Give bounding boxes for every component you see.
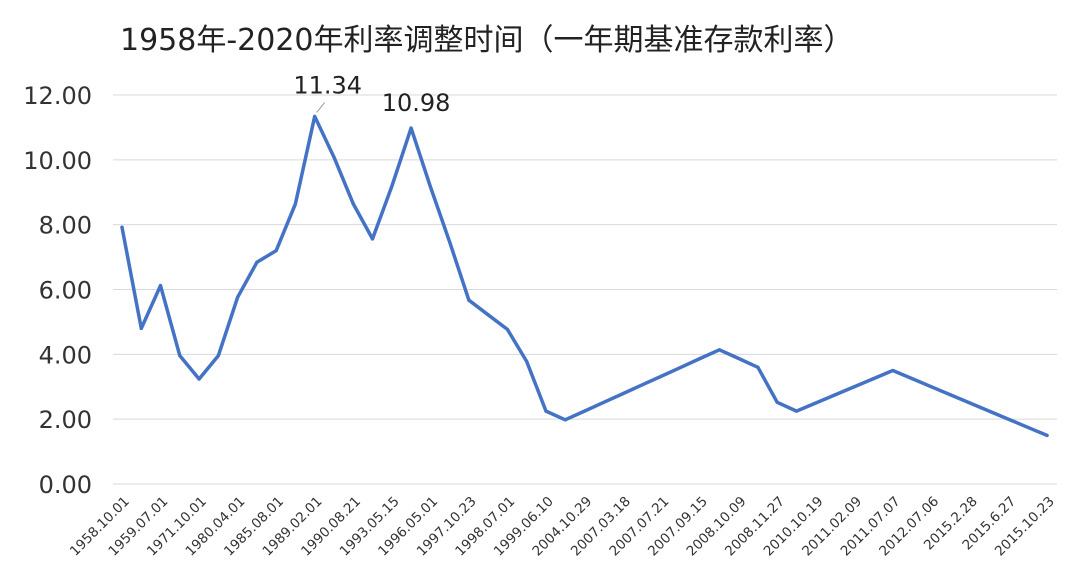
data-point (775, 400, 779, 404)
x-axis-ticks: 1958.10.011959.07.011971.10.011980.04.01… (67, 494, 1058, 560)
data-point (929, 385, 933, 389)
data-point (370, 237, 375, 241)
data-point (293, 202, 298, 206)
data-point (274, 249, 278, 253)
data-point (197, 377, 201, 381)
data-point (949, 393, 953, 397)
series-layer (120, 114, 1049, 438)
y-tick-label: 4.00 (39, 341, 92, 369)
y-tick-label: 8.00 (39, 212, 92, 240)
data-point (139, 326, 143, 330)
data-point (1026, 425, 1030, 429)
data-point (871, 377, 876, 381)
data-point (467, 298, 471, 302)
annotations: 11.34 10.98 (293, 71, 450, 117)
data-point (255, 260, 259, 264)
y-tick-label: 10.00 (23, 147, 92, 175)
data-point (158, 284, 163, 288)
data-label: 10.98 (382, 89, 451, 117)
data-point (1045, 433, 1049, 437)
y-tick-label: 2.00 (39, 406, 92, 434)
data-point (351, 202, 355, 206)
data-point (659, 374, 664, 378)
data-point (698, 356, 702, 361)
rate-series-line (120, 114, 1049, 438)
data-point (640, 383, 644, 387)
data-point (737, 356, 741, 361)
data-point (409, 126, 413, 130)
annotation-leader (316, 102, 326, 113)
data-point (621, 391, 625, 396)
gridlines (113, 94, 1057, 485)
data-point (332, 155, 336, 159)
chart-title: 1958年-2020年利率调整时间（一年期基准存款利率） (120, 23, 854, 58)
data-point (814, 401, 818, 405)
data-point (756, 365, 760, 369)
data-point (448, 240, 452, 244)
data-point (236, 295, 240, 299)
data-point (313, 114, 317, 118)
data-point (525, 359, 529, 364)
data-label: 11.34 (293, 71, 362, 99)
y-tick-label: 0.00 (39, 471, 92, 499)
data-point (968, 401, 972, 405)
data-point (679, 365, 683, 369)
data-point (852, 385, 856, 389)
data-point (987, 409, 991, 413)
data-point (486, 313, 490, 317)
data-point (216, 354, 220, 358)
data-point (833, 393, 837, 397)
data-point (1006, 417, 1011, 421)
y-tick-label: 6.00 (39, 277, 92, 305)
data-point (544, 409, 548, 413)
data-point (794, 409, 799, 413)
data-point (582, 409, 587, 413)
data-point (120, 225, 124, 229)
data-point (717, 348, 721, 352)
data-point (563, 418, 567, 422)
data-point (428, 184, 432, 189)
data-point (390, 184, 394, 189)
data-point (178, 354, 182, 358)
data-point (910, 377, 914, 381)
data-point (505, 327, 510, 331)
data-point (891, 368, 895, 373)
y-axis-ticks: 0.00 2.00 4.00 6.00 8.00 10.00 12.00 (23, 82, 92, 499)
data-point (602, 400, 606, 404)
y-tick-label: 12.00 (23, 82, 92, 110)
